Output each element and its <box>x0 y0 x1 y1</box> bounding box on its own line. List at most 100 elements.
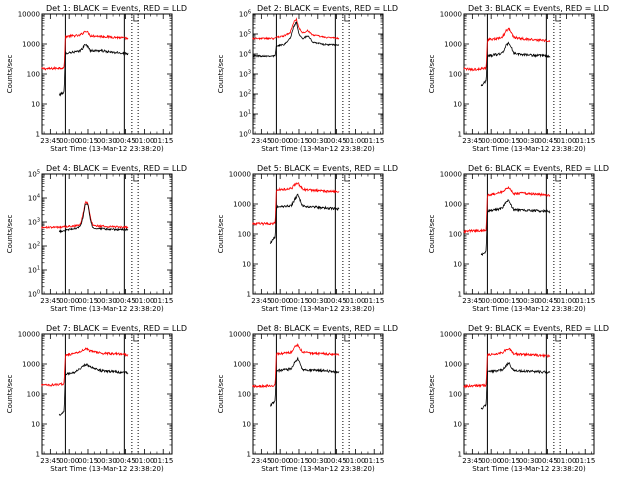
y-tick-label: 10000 <box>440 11 462 19</box>
panel-det-9: Det 9: BLACK = Events, RED = LLD 1 10 100 10… <box>428 324 609 473</box>
series-events-trace <box>480 199 551 256</box>
x-tick-label: 23:45 <box>40 297 60 305</box>
x-tick-label: 00:45 <box>327 457 347 465</box>
x-tick-label: 01:15 <box>575 297 595 305</box>
x-tick-label: 01:00 <box>556 137 576 145</box>
x-tick-label: 00:45 <box>538 137 558 145</box>
x-tick-label: 00:45 <box>327 137 347 145</box>
series-events-trace <box>480 41 551 87</box>
y-tick-label: 1 <box>36 451 40 459</box>
x-tick-label: 01:00 <box>345 457 365 465</box>
x-tick-label: 23:45 <box>40 457 60 465</box>
y-tick-label: 1000 <box>233 361 251 369</box>
y-axis-label: Counts/sec <box>428 55 436 94</box>
bracket-mark <box>344 335 350 342</box>
series-events-trace <box>480 361 551 410</box>
x-tick-label: 00:30 <box>519 457 539 465</box>
series-lld-trace <box>41 347 129 388</box>
y-tick-label: 10 <box>453 101 462 109</box>
panel-det-4: Det 4: BLACK = Events, RED = LLD 100 101 10… <box>6 164 187 313</box>
y-tick-label: 1000 <box>444 361 462 369</box>
x-tick-label: 00:00 <box>59 297 79 305</box>
x-tick-label: 01:15 <box>153 297 173 305</box>
x-tick-label: 01:00 <box>134 297 154 305</box>
series-lld-trace <box>41 30 129 71</box>
x-tick-label: 00:00 <box>270 297 290 305</box>
y-tick-label: 1 <box>458 131 462 139</box>
x-tick-label: 01:00 <box>556 297 576 305</box>
y-axis-label: Counts/sec <box>6 215 14 254</box>
panel-det-2: Det 2: BLACK = Events, RED = LLD 100 101 10… <box>217 4 398 153</box>
plot-frame <box>252 13 384 135</box>
y-tick-label: 100 <box>449 231 462 239</box>
panel-title: Det 1: BLACK = Events, RED = LLD <box>46 4 187 13</box>
bracket-mark <box>133 335 139 342</box>
x-tick-label: 01:15 <box>364 137 384 145</box>
panel-det-7: Det 7: BLACK = Events, RED = LLD 1 10 100 10… <box>6 324 187 473</box>
panel-det-8: Det 8: BLACK = Events, RED = LLD 1 10 100 10… <box>217 324 398 473</box>
y-tick-label: 103 <box>28 218 40 227</box>
y-tick-label: 1000 <box>22 41 40 49</box>
x-tick-label: 23:45 <box>251 457 271 465</box>
plot-frame <box>463 173 595 295</box>
x-axis-label: Start Time (13-Mar-12 23:38:20) <box>261 145 375 153</box>
y-tick-label: 10000 <box>229 171 251 179</box>
y-tick-label: 100 <box>449 391 462 399</box>
x-tick-label: 01:15 <box>153 137 173 145</box>
x-tick-label: 01:15 <box>575 457 595 465</box>
y-tick-label: 1 <box>36 131 40 139</box>
y-tick-label: 100 <box>28 290 40 299</box>
x-tick-label: 00:00 <box>481 137 501 145</box>
bracket-mark <box>344 175 350 182</box>
x-tick-label: 00:00 <box>481 457 501 465</box>
x-tick-label: 00:45 <box>538 297 558 305</box>
x-axis-label: Start Time (13-Mar-12 23:38:20) <box>472 465 586 473</box>
y-tick-label: 10000 <box>18 331 40 339</box>
x-tick-label: 23:45 <box>462 137 482 145</box>
x-tick-label: 00:15 <box>78 457 98 465</box>
plot-frame <box>41 173 173 295</box>
x-tick-label: 01:00 <box>134 457 154 465</box>
bracket-mark <box>555 175 561 182</box>
x-tick-label: 00:15 <box>500 297 520 305</box>
x-tick-label: 01:15 <box>153 457 173 465</box>
x-tick-label: 00:00 <box>270 457 290 465</box>
y-axis-label: Counts/sec <box>217 215 225 254</box>
y-axis-label: Counts/sec <box>217 375 225 414</box>
x-tick-label: 00:45 <box>116 297 136 305</box>
x-tick-label: 23:45 <box>40 137 60 145</box>
panel-title: Det 6: BLACK = Events, RED = LLD <box>468 164 609 173</box>
panel-title: Det 4: BLACK = Events, RED = LLD <box>46 164 187 173</box>
x-axis-label: Start Time (13-Mar-12 23:38:20) <box>50 145 164 153</box>
series-lld-trace <box>463 347 551 389</box>
x-tick-label: 01:15 <box>364 297 384 305</box>
series-lld-trace <box>463 185 551 234</box>
x-tick-label: 00:30 <box>519 297 539 305</box>
y-axis-label: Counts/sec <box>217 55 225 94</box>
y-tick-label: 101 <box>28 266 40 275</box>
y-tick-label: 10000 <box>440 171 462 179</box>
bracket-mark <box>133 15 139 22</box>
plot-frame <box>41 13 173 135</box>
x-axis-label: Start Time (13-Mar-12 23:38:20) <box>50 305 164 313</box>
plot-frame <box>463 13 595 135</box>
x-tick-label: 00:15 <box>289 297 309 305</box>
x-tick-label: 00:45 <box>116 457 136 465</box>
x-tick-label: 23:45 <box>462 297 482 305</box>
y-tick-label: 102 <box>28 242 40 251</box>
series-events-trace <box>269 193 340 245</box>
bracket-mark <box>555 15 561 22</box>
panel-title: Det 8: BLACK = Events, RED = LLD <box>257 324 398 333</box>
y-tick-label: 10 <box>31 421 40 429</box>
panel-det-6: Det 6: BLACK = Events, RED = LLD 1 10 100 10… <box>428 164 609 313</box>
y-axis-label: Counts/sec <box>428 215 436 254</box>
y-tick-label: 105 <box>28 170 40 179</box>
series-lld-trace <box>252 17 340 41</box>
x-tick-label: 01:15 <box>575 137 595 145</box>
panel-det-1: Det 1: BLACK = Events, RED = LLD 1 10 100 10… <box>6 4 187 153</box>
y-tick-label: 104 <box>239 50 251 59</box>
x-tick-label: 00:15 <box>500 137 520 145</box>
x-tick-label: 00:45 <box>538 457 558 465</box>
panel-title: Det 5: BLACK = Events, RED = LLD <box>257 164 398 173</box>
